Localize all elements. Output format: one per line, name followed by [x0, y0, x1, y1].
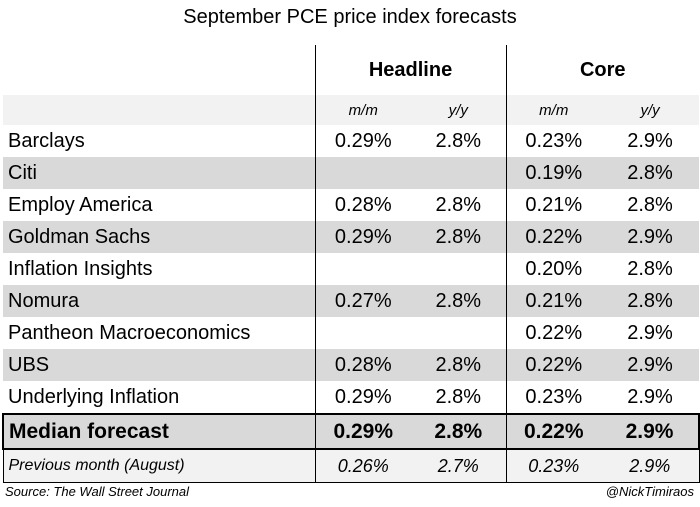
forecast-table: Headline Core m/m y/y m/m y/y Barclays 0.… — [2, 45, 700, 483]
row-label: Inflation Insights — [8, 257, 153, 280]
cell-core-mm: 0.22% — [505, 413, 602, 450]
row-label: UBS — [3, 349, 315, 381]
col-header-core-mm: m/m — [505, 95, 602, 125]
group-header-core: Core — [505, 45, 700, 95]
cell-headline-yy: 2.8% — [411, 349, 507, 381]
cell-headline-mm: 0.27% — [314, 285, 411, 317]
cell-headline-yy: 2.7% — [411, 449, 507, 483]
table-row: Barclays 0.29% 2.8% 0.23% 2.9% — [3, 125, 699, 157]
cell-headline-mm — [314, 253, 411, 285]
cell-headline-yy — [411, 253, 506, 285]
cell-core-yy: 2.8% — [601, 157, 700, 189]
cell-core-mm: 0.22% — [505, 317, 602, 349]
cell-headline-yy: 2.8% — [411, 285, 507, 317]
cell-core-mm: 0.22% — [505, 349, 602, 381]
table-row: UBS 0.28% 2.8% 0.22% 2.9% — [3, 349, 700, 381]
cell-core-mm: 0.20% — [505, 253, 602, 285]
row-label: Employ America — [8, 193, 153, 216]
table-row: Nomura 0.27% 2.8% 0.21% 2.8% — [3, 285, 700, 317]
row-label: Barclays — [8, 129, 85, 152]
chart-title: September PCE price index forecasts — [183, 6, 517, 28]
cell-core-yy: 2.9% — [601, 413, 700, 450]
cell-headline-yy: 2.8% — [435, 385, 482, 408]
source-note: Source: The Wall Street Journal — [5, 484, 190, 499]
cell-core-yy: 2.9% — [627, 321, 673, 344]
cell-core-yy: 2.9% — [601, 449, 700, 483]
cell-core-mm: 0.21% — [505, 189, 602, 221]
table-row: Underlying Inflation 0.29% 2.8% 0.23% 2.9% — [3, 381, 699, 414]
cell-core-mm: 0.23% — [505, 381, 602, 414]
cell-core-yy: 2.9% — [601, 349, 700, 381]
col-header-core-yy: y/y — [601, 95, 700, 125]
cell-core-yy: 2.8% — [627, 193, 673, 216]
cell-headline-mm: 0.29% — [314, 221, 411, 253]
table-row: Pantheon Macroeconomics 0.22% 2.9% — [3, 317, 699, 349]
cell-headline-mm: 0.29% — [314, 125, 411, 157]
cell-headline-yy: 2.8% — [435, 193, 482, 216]
subheader-blank — [3, 95, 315, 125]
row-label: Previous month (August) — [2, 449, 315, 483]
corner-cell — [3, 45, 315, 95]
cell-headline-mm — [314, 317, 411, 349]
row-label: Median forecast — [2, 413, 315, 450]
row-label: Goldman Sachs — [3, 221, 315, 253]
cell-headline-yy: 2.8% — [435, 129, 482, 152]
subheader-row: m/m y/y m/m y/y — [3, 95, 700, 125]
col-header-headline-yy: y/y — [411, 95, 507, 125]
row-label: Citi — [3, 157, 315, 189]
cell-core-mm: 0.23% — [505, 449, 602, 483]
cell-core-mm: 0.22% — [505, 221, 602, 253]
cell-headline-mm: 0.28% — [314, 349, 411, 381]
cell-core-yy: 2.8% — [627, 257, 673, 280]
row-label: Underlying Inflation — [8, 385, 180, 408]
cell-headline-mm — [314, 157, 411, 189]
table-row: Inflation Insights 0.20% 2.8% — [3, 253, 699, 285]
table-row: Citi 0.19% 2.8% — [3, 157, 700, 189]
table-row: Goldman Sachs 0.29% 2.8% 0.22% 2.9% — [3, 221, 700, 253]
cell-core-mm: 0.23% — [505, 125, 602, 157]
cell-headline-mm: 0.29% — [314, 413, 411, 450]
row-label: Pantheon Macroeconomics — [8, 321, 251, 344]
cell-headline-yy — [411, 317, 506, 349]
cell-core-yy: 2.8% — [601, 285, 700, 317]
median-row: Median forecast 0.29% 2.8% 0.22% 2.9% — [2, 413, 700, 450]
cell-headline-mm: 0.29% — [314, 381, 411, 414]
author-handle: @NickTimiraos — [605, 484, 694, 499]
previous-month-row: Previous month (August) 0.26% 2.7% 0.23% 2.9… — [2, 449, 700, 483]
cell-headline-mm: 0.28% — [314, 189, 411, 221]
cell-core-mm: 0.19% — [505, 157, 602, 189]
cell-core-yy: 2.9% — [627, 129, 673, 152]
col-header-headline-mm: m/m — [314, 95, 411, 125]
row-label: Nomura — [3, 285, 315, 317]
group-header-headline: Headline — [314, 45, 507, 95]
cell-core-yy: 2.9% — [601, 221, 700, 253]
cell-core-yy: 2.9% — [627, 385, 673, 408]
cell-headline-yy: 2.8% — [411, 221, 507, 253]
cell-headline-yy — [411, 157, 507, 189]
table-row: Employ America 0.28% 2.8% 0.21% 2.8% — [3, 189, 699, 221]
cell-headline-mm: 0.26% — [314, 449, 411, 483]
cell-core-mm: 0.21% — [505, 285, 602, 317]
cell-headline-yy: 2.8% — [411, 413, 507, 450]
group-header-row: Headline Core — [3, 45, 700, 95]
